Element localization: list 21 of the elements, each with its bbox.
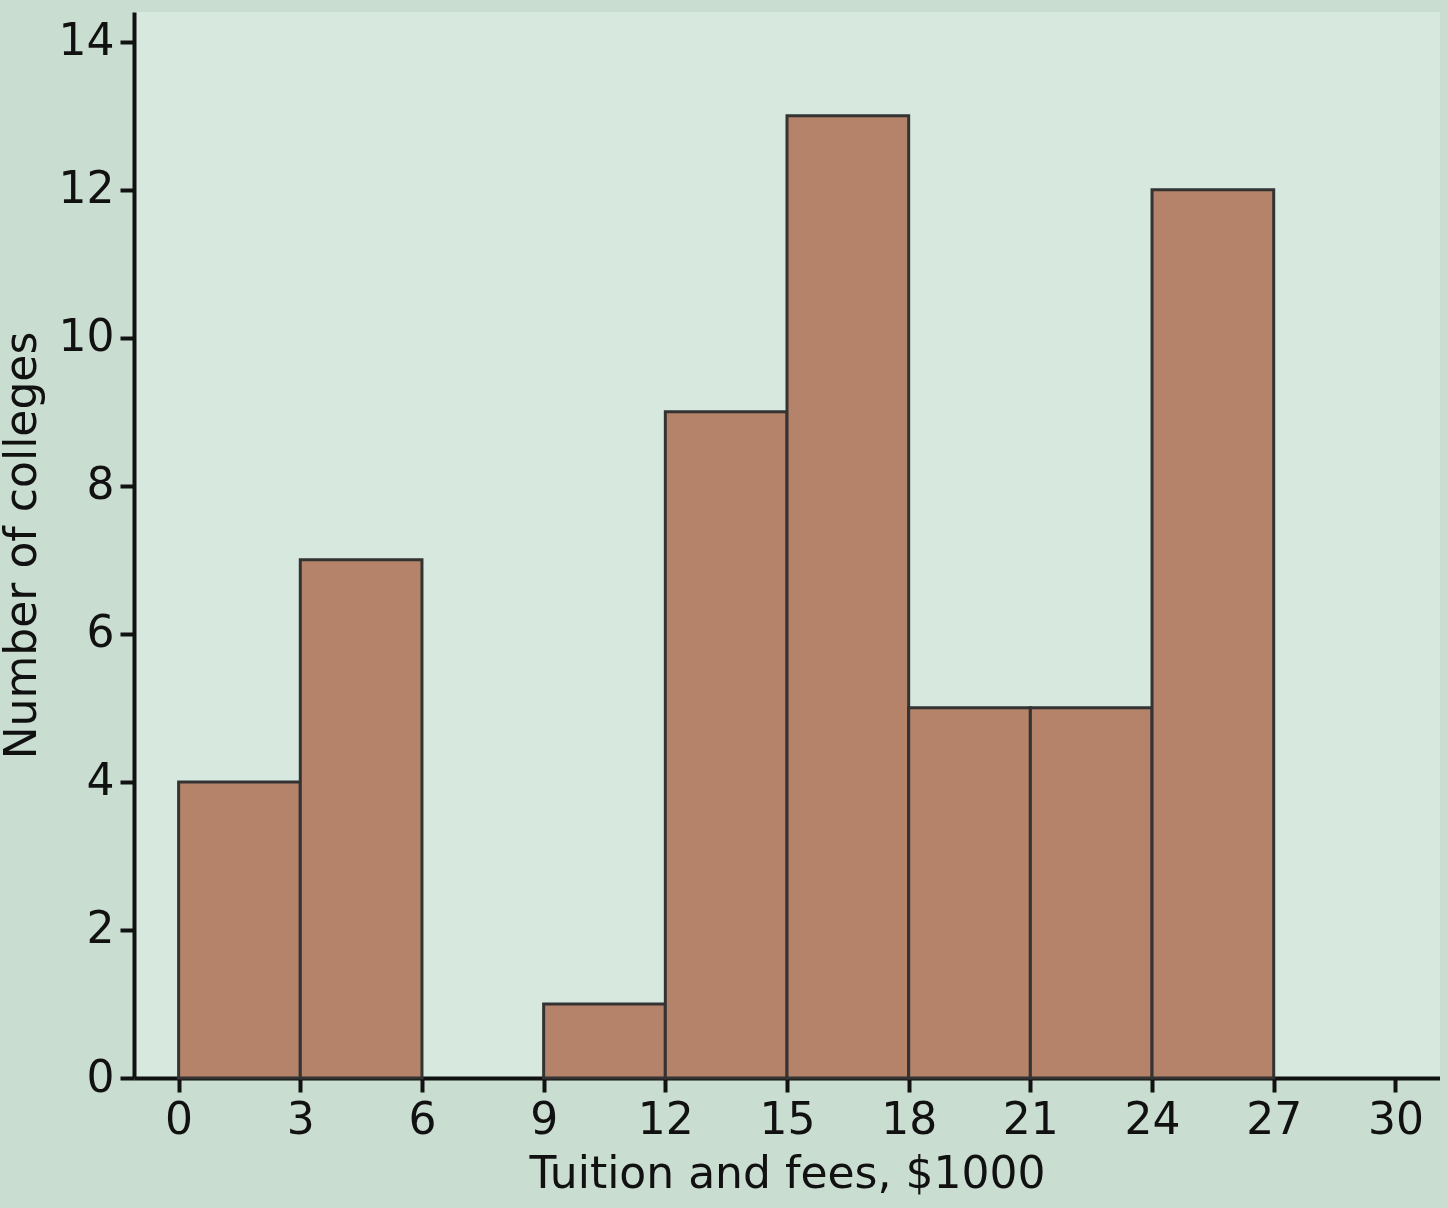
x-tick-label: 12 xyxy=(637,1092,694,1144)
x-tick-label: 9 xyxy=(530,1092,559,1144)
y-tick-label: 2 xyxy=(86,902,115,954)
x-tick-label: 3 xyxy=(286,1092,315,1144)
y-tick-label: 0 xyxy=(86,1050,115,1102)
y-tick-label: 6 xyxy=(86,606,115,658)
x-tick-label: 21 xyxy=(1002,1092,1059,1144)
x-tick-label: 15 xyxy=(759,1092,816,1144)
y-axis-title: Number of colleges xyxy=(0,331,46,760)
x-tick-label: 18 xyxy=(881,1092,938,1144)
y-tick-label: 10 xyxy=(58,310,115,362)
x-tick-label: 24 xyxy=(1124,1092,1181,1144)
x-tick-label: 30 xyxy=(1367,1092,1424,1144)
y-tick-label: 8 xyxy=(86,458,115,510)
y-tick-label: 14 xyxy=(58,14,115,66)
y-tick-label: 12 xyxy=(58,162,115,214)
y-tick-label: 4 xyxy=(86,754,115,806)
x-tick-label: 0 xyxy=(165,1092,194,1144)
x-tick-label: 6 xyxy=(408,1092,437,1144)
x-tick-label: 27 xyxy=(1246,1092,1303,1144)
x-axis-title: Tuition and fees, $1000 xyxy=(528,1146,1046,1198)
